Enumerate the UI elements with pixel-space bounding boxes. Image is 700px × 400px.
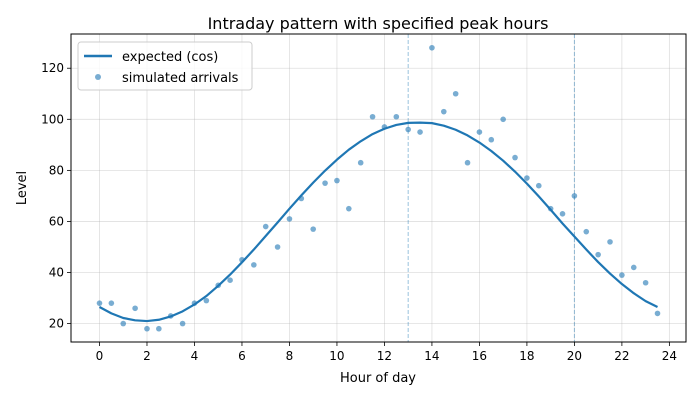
scatter-point (429, 44, 435, 51)
scatter-point (535, 182, 542, 189)
plot-data (96, 44, 661, 332)
scatter-point (179, 320, 186, 327)
scatter-point (262, 223, 269, 230)
plot-frame (70, 33, 687, 343)
x-tick-label: 10 (329, 349, 344, 363)
x-tick-label: 4 (191, 349, 199, 363)
y-tick-label: 120 (41, 61, 64, 75)
scatter-point (547, 205, 554, 212)
scatter-point (167, 313, 174, 319)
scatter-point (417, 129, 423, 135)
scatter-point (96, 300, 103, 306)
x-axis-label: Hour of day (340, 371, 416, 386)
legend: expected (cos) simulated arrivals (77, 41, 253, 91)
scatter-point (642, 279, 649, 286)
legend-box (77, 41, 253, 91)
scatter-point (274, 244, 281, 250)
scatter-point (488, 136, 495, 143)
scatter-point (654, 310, 661, 317)
x-ticks: 0 2 4 6 8 10 12 14 16 18 20 22 24 (96, 342, 677, 363)
x-tick-label: 8 (286, 349, 294, 363)
scatter-point (440, 108, 447, 115)
legend-marker-swatch (95, 74, 101, 80)
scatter-point (310, 226, 317, 232)
x-tick-label: 0 (96, 349, 104, 363)
scatter-point (500, 116, 506, 123)
scatter-point (239, 256, 245, 263)
y-tick-label: 100 (41, 112, 64, 126)
scatter-point (132, 305, 138, 312)
scatter-point (630, 264, 637, 271)
expected-line (98, 121, 658, 323)
scatter-point (583, 228, 590, 235)
scatter-point (619, 272, 625, 278)
x-tick-label: 2 (143, 349, 151, 363)
y-tick-label: 20 (49, 317, 64, 331)
scatter-point (607, 239, 613, 245)
y-tick-label: 80 (49, 163, 64, 177)
scatter-point (571, 193, 578, 199)
scatter-point (144, 325, 150, 332)
x-tick-label: 12 (377, 349, 392, 363)
scatter-point (251, 262, 257, 268)
scatter-point (298, 195, 305, 202)
scatter-point (405, 126, 411, 133)
scatter-point (322, 180, 328, 186)
x-tick-label: 18 (519, 349, 534, 363)
scatter-point (227, 277, 233, 283)
scatter-point (108, 300, 115, 306)
y-tick-label: 40 (49, 266, 64, 280)
scatter-point (381, 124, 388, 130)
x-tick-label: 16 (472, 349, 487, 363)
scatter-point (286, 216, 293, 222)
scatter-point (334, 177, 340, 184)
chart-title: Intraday pattern with specified peak hou… (208, 14, 549, 33)
scatter-point (357, 159, 364, 166)
scatter-point (346, 205, 352, 212)
y-axis-label: Level (15, 171, 30, 205)
x-tick-label: 24 (662, 349, 677, 363)
legend-label-simulated: simulated arrivals (122, 71, 239, 86)
scatter-point (595, 251, 601, 258)
scatter-point (512, 154, 518, 161)
x-tick-label: 6 (238, 349, 246, 363)
x-tick-label: 20 (567, 349, 582, 363)
legend-label-expected: expected (cos) (122, 50, 218, 65)
x-tick-label: 22 (614, 349, 629, 363)
scatter-point (369, 113, 376, 120)
x-tick-label: 14 (424, 349, 439, 363)
y-ticks: 20 40 60 80 100 120 (41, 61, 71, 331)
scatter-point (191, 300, 198, 306)
y-tick-label: 60 (49, 214, 64, 228)
scatter-point (156, 325, 162, 332)
peak-lines (407, 34, 575, 342)
scatter-point (452, 90, 459, 97)
scatter-point (203, 297, 210, 304)
scatter-point (215, 282, 222, 289)
scatter-point (559, 210, 566, 217)
scatter-point (464, 159, 471, 166)
scatter-point (393, 113, 400, 120)
scatter-point (524, 175, 530, 181)
scatter-point (476, 129, 483, 135)
scatter-point (120, 320, 127, 327)
